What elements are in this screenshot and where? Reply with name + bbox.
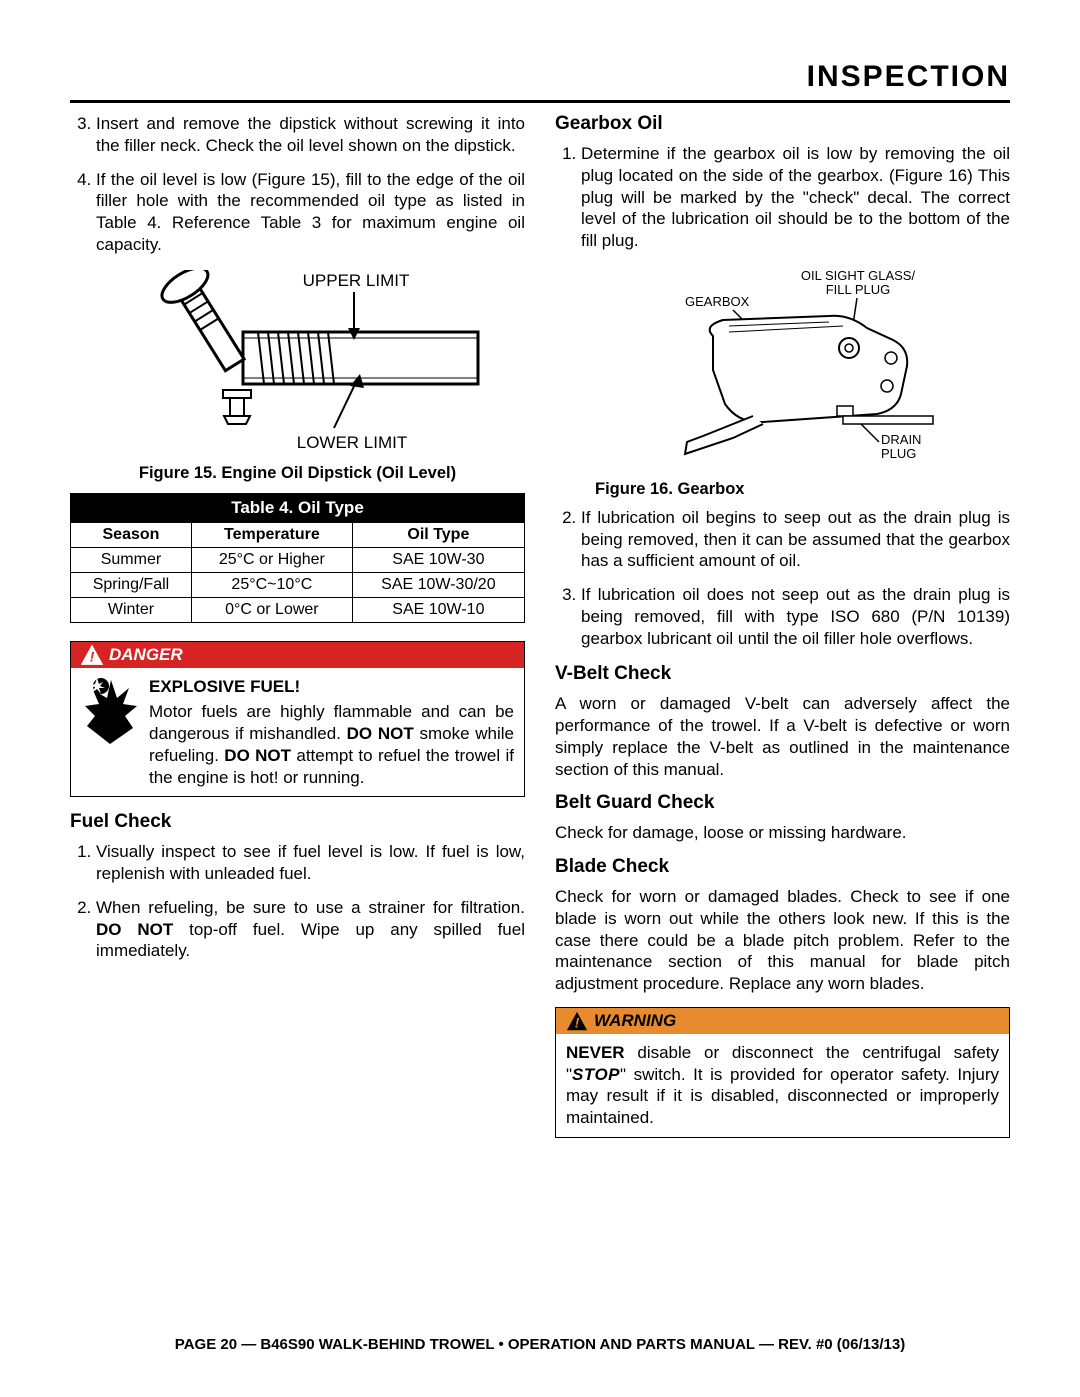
vbelt-body: A worn or damaged V-belt can adversely a… [555,693,1010,780]
warning-label: WARNING [594,1011,676,1031]
danger-text: Motor fuels are highly flammable and can… [149,701,514,788]
danger-box: ! DANGER EXPLOSIVE FUEL! Motor fu [70,641,525,798]
two-column-layout: Insert and remove the dipstick without s… [70,113,1010,1152]
beltguard-body: Check for damage, loose or missing hardw… [555,822,1010,844]
title-rule [70,100,1010,103]
warning-triangle-icon: ! [81,645,103,665]
svg-text:GEARBOX: GEARBOX [685,294,750,309]
gearbox-step-1: Determine if the gearbox oil is low by r… [581,143,1010,252]
table-row: Winter 0°C or Lower SAE 10W-10 [71,597,525,622]
table-4-title: Table 4. Oil Type [71,493,525,522]
engine-oil-steps: Insert and remove the dipstick without s… [70,113,525,256]
table-row: Summer 25°C or Higher SAE 10W-30 [71,547,525,572]
warning-header: ! WARNING [556,1008,1009,1034]
danger-label: DANGER [109,645,183,665]
fuel-check-steps: Visually inspect to see if fuel level is… [70,841,525,962]
warning-triangle-icon: ! [566,1011,588,1031]
svg-text:FILL PLUG: FILL PLUG [825,282,890,297]
figure-16-caption: Figure 16. Gearbox [595,480,1010,499]
step-4: If the oil level is low (Figure 15), fil… [96,169,525,256]
fuel-check-heading: Fuel Check [70,811,525,833]
step-3: Insert and remove the dipstick without s… [96,113,525,157]
upper-limit-label: UPPER LIMIT [302,271,409,290]
table-4-header-row: Season Temperature Oil Type [71,522,525,547]
fuel-step-2: When refueling, be sure to use a straine… [96,897,525,962]
blade-body: Check for worn or damaged blades. Check … [555,886,1010,995]
danger-subheading: EXPLOSIVE FUEL! [149,677,300,696]
left-column: Insert and remove the dipstick without s… [70,113,525,1152]
col-temperature: Temperature [191,522,352,547]
col-oiltype: Oil Type [352,522,524,547]
explosion-icon [81,676,139,789]
warning-box: ! WARNING NEVER disable or disconnect th… [555,1007,1010,1138]
dipstick-svg: UPPER LIMIT [108,270,488,460]
page-footer: PAGE 20 — B46S90 WALK-BEHIND TROWEL • OP… [0,1336,1080,1353]
figure-16-gearbox: OIL SIGHT GLASS/ FILL PLUG GEARBOX DRAIN… [593,266,973,476]
svg-text:!: ! [575,1015,580,1030]
page: INSPECTION Insert and remove the dipstic… [0,0,1080,1192]
svg-text:OIL SIGHT GLASS/: OIL SIGHT GLASS/ [800,268,915,283]
svg-text:PLUG: PLUG [881,446,916,461]
gearbox-steps-b: If lubrication oil begins to seep out as… [555,507,1010,650]
warning-text: NEVER disable or disconnect the centrifu… [566,1042,999,1129]
warning-body: NEVER disable or disconnect the centrifu… [556,1034,1009,1137]
right-column: Gearbox Oil Determine if the gearbox oil… [555,113,1010,1152]
gearbox-svg: OIL SIGHT GLASS/ FILL PLUG GEARBOX DRAIN… [593,266,973,476]
gearbox-step-3: If lubrication oil does not seep out as … [581,584,1010,649]
svg-text:DRAIN: DRAIN [881,432,921,447]
danger-body: EXPLOSIVE FUEL! Motor fuels are highly f… [71,668,524,797]
vbelt-heading: V-Belt Check [555,663,1010,685]
table-4-oil-type: Table 4. Oil Type Season Temperature Oil… [70,493,525,623]
danger-header: ! DANGER [71,642,524,668]
blade-heading: Blade Check [555,856,1010,878]
figure-15-caption: Figure 15. Engine Oil Dipstick (Oil Leve… [70,464,525,483]
figure-15-dipstick: UPPER LIMIT [108,270,488,460]
beltguard-heading: Belt Guard Check [555,792,1010,814]
gearbox-steps-a: Determine if the gearbox oil is low by r… [555,143,1010,252]
lower-limit-label: LOWER LIMIT [296,433,407,452]
table-row: Spring/Fall 25°C~10°C SAE 10W-30/20 [71,572,525,597]
svg-text:!: ! [90,649,95,664]
gearbox-step-2: If lubrication oil begins to seep out as… [581,507,1010,572]
page-title: INSPECTION [70,60,1010,94]
gearbox-oil-heading: Gearbox Oil [555,113,1010,135]
fuel-step-1: Visually inspect to see if fuel level is… [96,841,525,885]
col-season: Season [71,522,192,547]
